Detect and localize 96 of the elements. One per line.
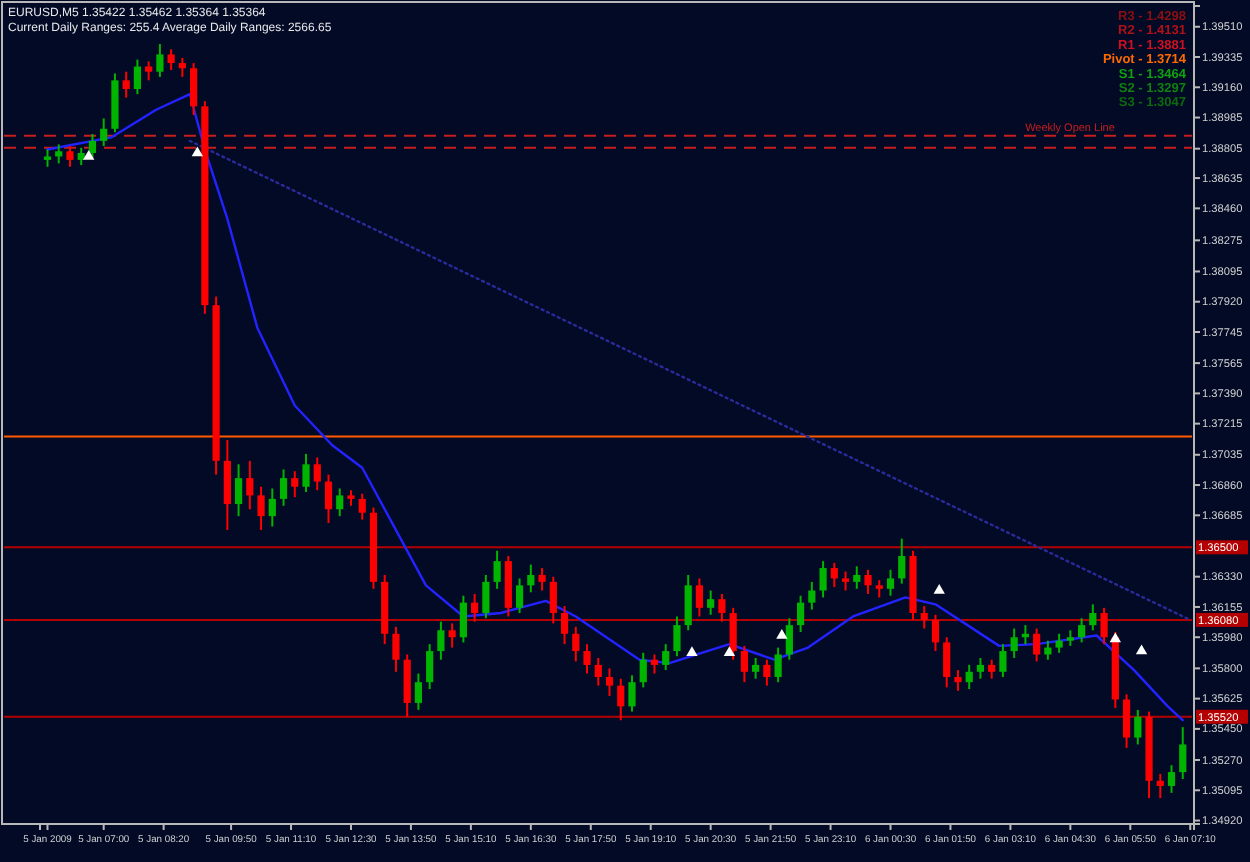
candlestick bbox=[886, 568, 895, 597]
point bbox=[191, 146, 204, 157]
candlestick bbox=[718, 592, 726, 623]
candlestick bbox=[999, 643, 1007, 678]
candlestick bbox=[931, 613, 940, 653]
candlestick bbox=[133, 58, 142, 96]
candlestick bbox=[257, 485, 265, 531]
candlestick bbox=[920, 605, 928, 630]
candlestick bbox=[650, 653, 659, 675]
candlestick bbox=[617, 677, 625, 722]
candlestick bbox=[841, 570, 850, 592]
candlestick bbox=[752, 656, 760, 680]
candlestick bbox=[1156, 772, 1164, 800]
candlestick bbox=[819, 560, 827, 599]
candlestick bbox=[1100, 606, 1108, 646]
candlestick bbox=[471, 592, 479, 623]
candlestick bbox=[268, 487, 276, 528]
candlestick bbox=[740, 644, 748, 684]
candlestick bbox=[662, 643, 670, 672]
candlestick bbox=[1010, 627, 1018, 659]
candlestick bbox=[482, 573, 490, 620]
candlestick bbox=[358, 492, 366, 521]
candlestick bbox=[583, 643, 591, 675]
point bbox=[83, 149, 95, 160]
candlestick bbox=[628, 674, 636, 713]
candlestick bbox=[122, 70, 130, 99]
candlestick bbox=[673, 615, 681, 658]
candlestick bbox=[707, 589, 715, 616]
point bbox=[686, 646, 698, 657]
candlestick bbox=[336, 487, 344, 518]
candlestick bbox=[898, 537, 906, 585]
candlestick bbox=[560, 605, 569, 646]
candlestick bbox=[605, 667, 614, 698]
candlestick bbox=[178, 56, 186, 78]
candlestick bbox=[684, 573, 692, 632]
candlestick bbox=[639, 651, 647, 689]
point bbox=[776, 628, 788, 639]
point bbox=[723, 646, 736, 657]
candlestick bbox=[493, 549, 501, 590]
candlestick bbox=[55, 143, 63, 165]
candlestick bbox=[729, 606, 737, 661]
candlestick bbox=[594, 656, 602, 687]
candlestick bbox=[808, 580, 816, 611]
candlestick bbox=[774, 646, 782, 684]
candlestick bbox=[515, 577, 524, 615]
candlestick bbox=[976, 656, 985, 680]
point bbox=[1135, 644, 1148, 655]
candlestick bbox=[853, 565, 861, 590]
candlestick bbox=[1033, 627, 1041, 663]
candlestick bbox=[167, 48, 175, 71]
candlestick bbox=[527, 563, 535, 594]
candlestick bbox=[864, 568, 872, 595]
candlestick bbox=[403, 653, 411, 718]
candlestick bbox=[1089, 603, 1097, 632]
candlestick bbox=[796, 594, 805, 634]
candlestick bbox=[965, 663, 973, 691]
candlestick bbox=[1055, 632, 1063, 654]
point bbox=[933, 583, 945, 594]
candlestick bbox=[1167, 764, 1176, 794]
candlestick bbox=[392, 625, 400, 673]
candlestick bbox=[830, 561, 838, 589]
candlestick bbox=[313, 456, 321, 492]
candlestick bbox=[279, 468, 288, 507]
candlestick bbox=[246, 459, 254, 511]
candlestick bbox=[437, 620, 445, 661]
candlestick bbox=[1122, 693, 1131, 749]
candlestick bbox=[954, 669, 962, 692]
candlestick bbox=[538, 567, 546, 592]
candlestick bbox=[302, 452, 310, 493]
candlestick bbox=[88, 132, 97, 160]
candlestick bbox=[426, 643, 434, 691]
candlestick bbox=[549, 575, 557, 625]
candlestick bbox=[324, 473, 333, 525]
candlestick bbox=[695, 577, 704, 618]
candlestick bbox=[190, 62, 198, 116]
candlestick bbox=[100, 117, 108, 148]
candlestick bbox=[459, 594, 467, 644]
candlestick bbox=[414, 672, 423, 711]
point bbox=[1109, 632, 1121, 643]
candlestick bbox=[785, 617, 793, 661]
candlestick bbox=[291, 470, 299, 499]
candlestick bbox=[223, 439, 231, 531]
candlestick bbox=[66, 145, 74, 168]
candlestick bbox=[156, 43, 164, 78]
candlestick bbox=[1134, 708, 1142, 746]
candlestick bbox=[572, 625, 580, 663]
candlestick bbox=[1179, 726, 1187, 781]
candlestick bbox=[763, 658, 771, 687]
candlestick bbox=[234, 463, 243, 518]
candlestick bbox=[145, 60, 153, 82]
candlestick bbox=[504, 554, 512, 618]
candlestick bbox=[943, 636, 951, 689]
candlestick bbox=[988, 658, 996, 680]
candlestick bbox=[1044, 639, 1052, 661]
candlestick bbox=[1078, 617, 1086, 644]
candlestick bbox=[448, 622, 456, 649]
